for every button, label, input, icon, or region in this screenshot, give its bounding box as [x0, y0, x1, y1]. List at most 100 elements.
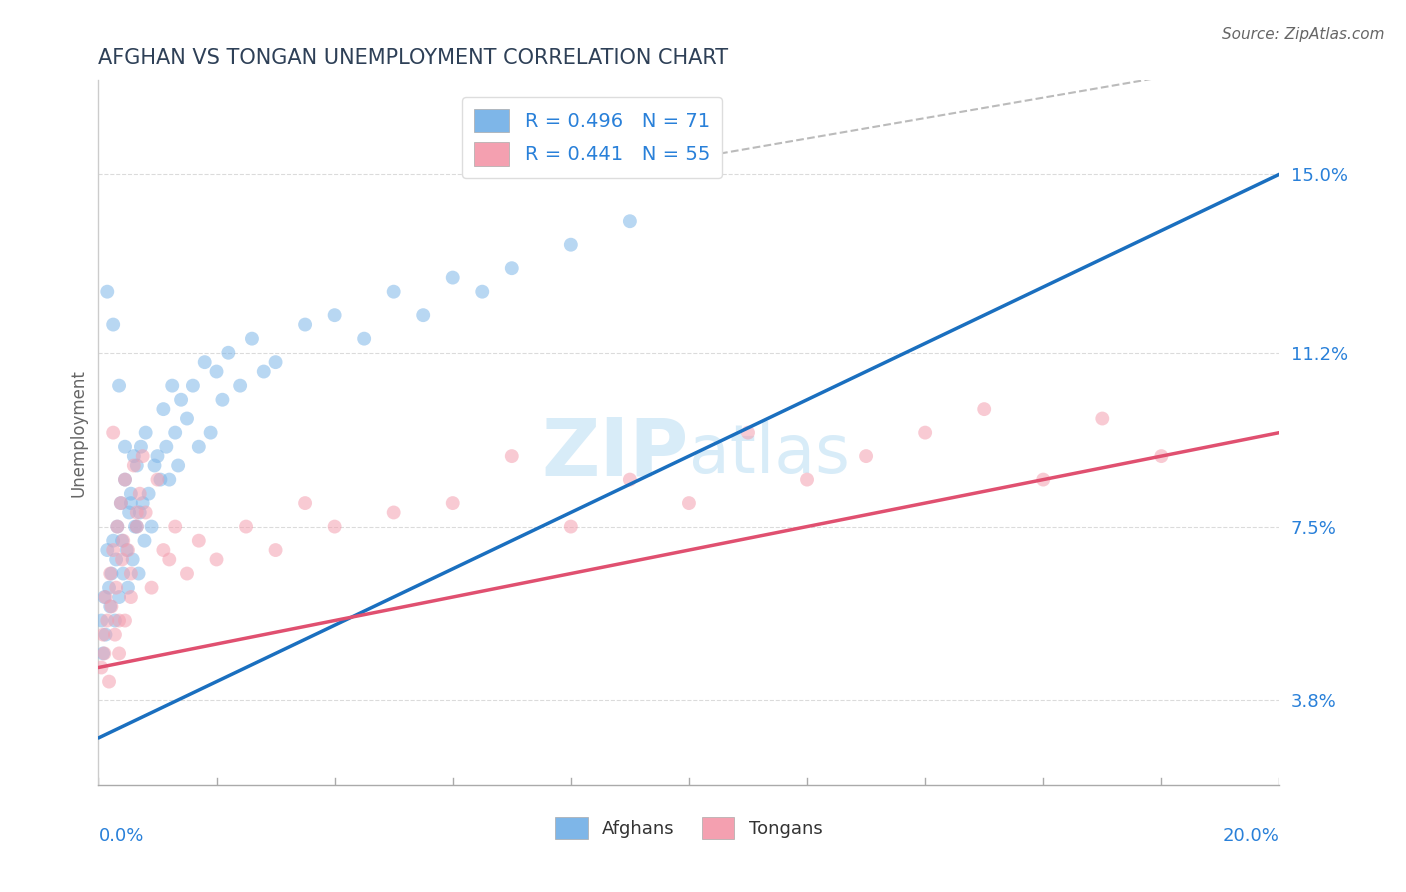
Point	[108, 647, 131, 661]
Point	[134, 533, 156, 548]
Point	[323, 519, 346, 533]
Point	[90, 614, 112, 628]
Point	[146, 473, 169, 487]
Point	[98, 566, 121, 581]
Point	[120, 590, 142, 604]
Point	[235, 519, 257, 533]
Point	[143, 458, 166, 473]
Point	[382, 285, 405, 299]
Point	[382, 506, 405, 520]
Point	[91, 627, 114, 641]
Point	[120, 486, 142, 500]
Point	[501, 261, 523, 276]
Point	[176, 411, 198, 425]
Point	[205, 365, 228, 379]
Point	[103, 543, 125, 558]
Text: atlas: atlas	[689, 421, 849, 487]
Point	[1150, 449, 1173, 463]
Point	[118, 506, 141, 520]
Point	[132, 496, 155, 510]
Point	[108, 614, 131, 628]
Point	[94, 627, 117, 641]
Point	[914, 425, 936, 440]
Point	[93, 590, 115, 604]
Point	[110, 496, 132, 510]
Point	[115, 543, 138, 558]
Point	[105, 519, 128, 533]
Point	[167, 458, 190, 473]
Point	[264, 543, 287, 558]
Point	[96, 543, 118, 558]
Point	[973, 402, 995, 417]
Point	[146, 449, 169, 463]
Point	[619, 214, 641, 228]
Point	[157, 552, 180, 566]
Point	[120, 566, 142, 581]
Point	[108, 590, 131, 604]
Text: AFGHAN VS TONGAN UNEMPLOYMENT CORRELATION CHART: AFGHAN VS TONGAN UNEMPLOYMENT CORRELATIO…	[98, 47, 728, 68]
Point	[205, 552, 228, 566]
Point	[90, 660, 112, 674]
Text: ZIP: ZIP	[541, 415, 689, 492]
Point	[103, 533, 125, 548]
Point	[441, 496, 464, 510]
Text: 20.0%: 20.0%	[1223, 827, 1279, 846]
Point	[132, 449, 155, 463]
Point	[796, 473, 818, 487]
Point	[114, 473, 136, 487]
Point	[253, 365, 276, 379]
Point	[103, 425, 125, 440]
Legend: Afghans, Tongans: Afghans, Tongans	[548, 810, 830, 847]
Point	[165, 519, 187, 533]
Point	[155, 440, 177, 454]
Point	[93, 647, 115, 661]
Point	[100, 566, 122, 581]
Point	[105, 581, 128, 595]
Point	[128, 486, 150, 500]
Text: Source: ZipAtlas.com: Source: ZipAtlas.com	[1222, 27, 1385, 42]
Point	[152, 543, 174, 558]
Point	[125, 458, 148, 473]
Point	[619, 473, 641, 487]
Point	[94, 590, 117, 604]
Point	[141, 519, 163, 533]
Point	[122, 449, 145, 463]
Point	[138, 486, 160, 500]
Point	[181, 378, 204, 392]
Point	[112, 566, 135, 581]
Point	[117, 581, 139, 595]
Point	[98, 674, 121, 689]
Point	[100, 599, 122, 614]
Point	[170, 392, 193, 407]
Point	[152, 402, 174, 417]
Point	[560, 237, 582, 252]
Point	[96, 285, 118, 299]
Point	[122, 458, 145, 473]
Point	[294, 318, 316, 332]
Point	[114, 473, 136, 487]
Point	[128, 566, 150, 581]
Point	[125, 519, 148, 533]
Point	[111, 533, 134, 548]
Point	[96, 614, 118, 628]
Point	[229, 378, 252, 392]
Point	[560, 519, 582, 533]
Point	[737, 425, 759, 440]
Point	[135, 506, 157, 520]
Point	[194, 355, 217, 369]
Point	[323, 308, 346, 322]
Point	[471, 285, 494, 299]
Point	[112, 533, 135, 548]
Point	[103, 318, 125, 332]
Point	[125, 506, 148, 520]
Text: 0.0%: 0.0%	[98, 827, 143, 846]
Point	[162, 378, 183, 392]
Point	[501, 449, 523, 463]
Point	[353, 332, 375, 346]
Point	[121, 552, 143, 566]
Point	[125, 519, 148, 533]
Point	[165, 425, 187, 440]
Point	[141, 581, 163, 595]
Point	[264, 355, 287, 369]
Point	[1032, 473, 1054, 487]
